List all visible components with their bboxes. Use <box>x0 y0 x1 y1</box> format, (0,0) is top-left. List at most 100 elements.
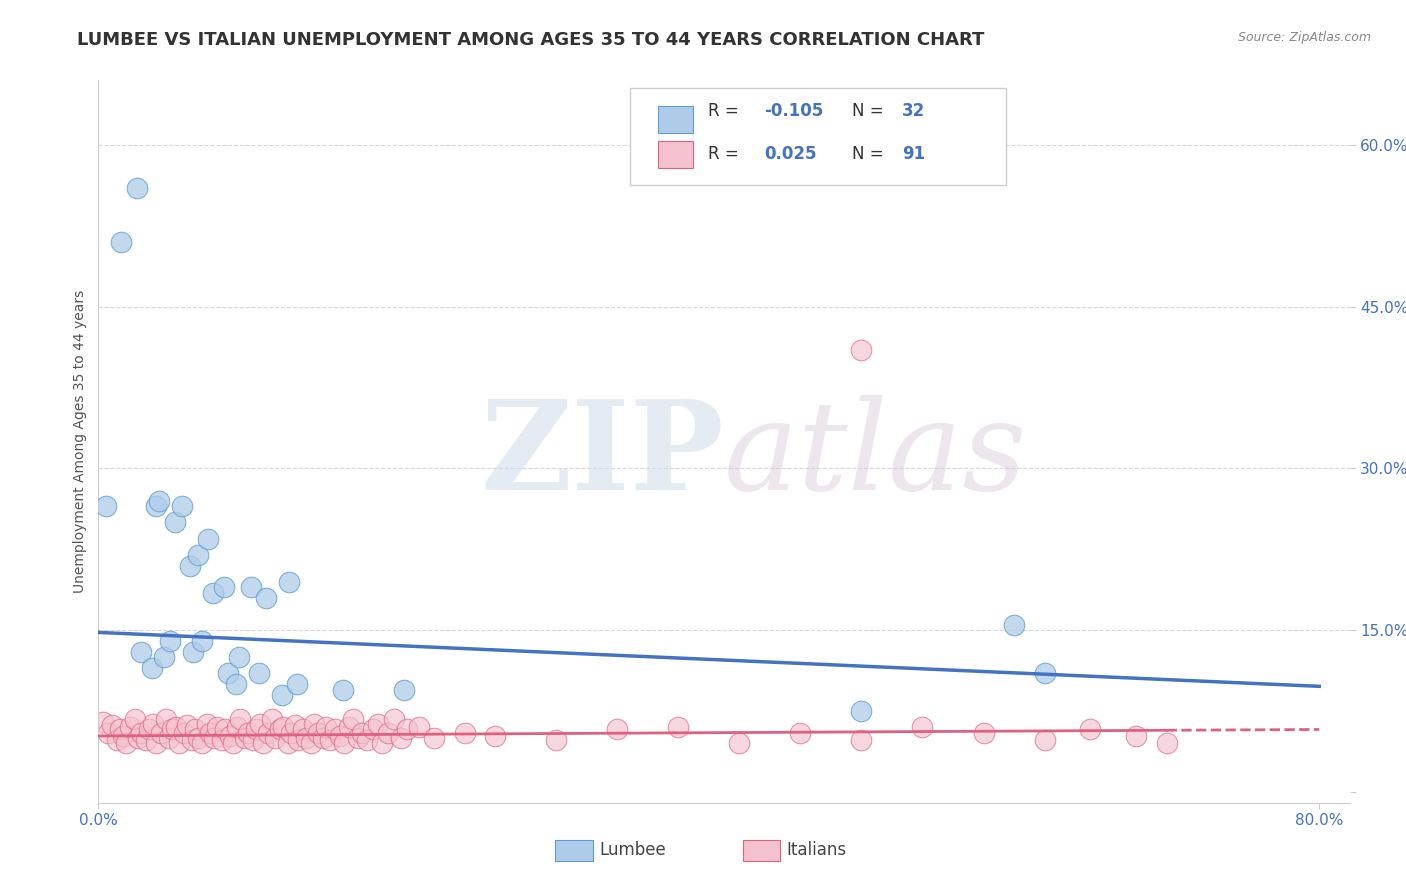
Point <box>284 718 307 732</box>
Point <box>176 718 198 732</box>
Point <box>389 731 412 745</box>
Text: R =: R = <box>707 145 744 163</box>
FancyBboxPatch shape <box>658 141 693 169</box>
Point <box>453 725 475 739</box>
Point <box>142 717 165 731</box>
Point <box>153 650 176 665</box>
Point <box>1156 737 1178 751</box>
Point <box>225 677 247 691</box>
FancyBboxPatch shape <box>630 87 1005 185</box>
Text: Italians: Italians <box>787 841 846 860</box>
Point <box>606 723 628 737</box>
Point <box>278 574 301 589</box>
Point <box>228 650 250 665</box>
Point <box>180 733 202 747</box>
Point <box>911 720 934 734</box>
Point <box>271 720 294 734</box>
Point <box>342 712 364 726</box>
Point <box>367 717 389 731</box>
Text: atlas: atlas <box>724 395 1028 516</box>
FancyBboxPatch shape <box>555 840 593 861</box>
Point <box>91 714 114 729</box>
Point <box>728 737 751 751</box>
Point <box>135 733 157 747</box>
Text: N =: N = <box>852 102 889 120</box>
Point <box>179 558 201 573</box>
Point <box>280 725 302 739</box>
Point <box>392 682 415 697</box>
Point <box>1125 729 1147 743</box>
Text: Source: ZipAtlas.com: Source: ZipAtlas.com <box>1237 31 1371 45</box>
Point <box>408 720 430 734</box>
Point <box>347 731 370 745</box>
Point <box>1033 666 1056 681</box>
Point <box>218 729 240 743</box>
Point <box>197 532 219 546</box>
Point <box>277 737 299 751</box>
Point <box>165 720 187 734</box>
Point <box>1033 733 1056 747</box>
Point <box>191 634 214 648</box>
Point <box>423 731 446 745</box>
Point <box>252 737 274 751</box>
Text: R =: R = <box>707 102 744 120</box>
Point <box>145 737 167 751</box>
Point <box>127 731 149 745</box>
Point <box>120 720 142 734</box>
Point <box>315 720 337 734</box>
Point <box>173 725 195 739</box>
Point <box>245 723 267 737</box>
Point <box>337 720 360 734</box>
Point <box>328 729 350 743</box>
Point <box>356 733 378 747</box>
Point <box>160 723 183 737</box>
Point <box>226 720 249 734</box>
Point <box>141 661 163 675</box>
Point <box>214 723 236 737</box>
Text: LUMBEE VS ITALIAN UNEMPLOYMENT AMONG AGES 35 TO 44 YEARS CORRELATION CHART: LUMBEE VS ITALIAN UNEMPLOYMENT AMONG AGE… <box>77 31 984 49</box>
Text: N =: N = <box>852 145 889 163</box>
Point <box>125 181 148 195</box>
Point <box>191 737 214 751</box>
Point <box>163 516 186 530</box>
Point <box>240 580 263 594</box>
Point <box>307 725 329 739</box>
Point <box>233 731 256 745</box>
Point <box>851 733 873 747</box>
Point <box>377 725 399 739</box>
Point <box>249 717 271 731</box>
Point <box>352 725 374 739</box>
Point <box>211 733 233 747</box>
Point <box>138 723 160 737</box>
Point <box>201 585 224 599</box>
Point <box>973 725 995 739</box>
Point <box>287 733 309 747</box>
Point <box>129 645 152 659</box>
Point <box>1078 723 1101 737</box>
Point <box>295 731 318 745</box>
Point <box>97 725 120 739</box>
Point <box>323 723 346 737</box>
Text: Lumbee: Lumbee <box>599 841 665 860</box>
Text: 91: 91 <box>901 145 925 163</box>
Point <box>384 712 406 726</box>
Point <box>247 666 270 681</box>
Point <box>484 729 506 743</box>
Point <box>111 729 134 743</box>
Point <box>254 591 277 605</box>
Point <box>851 343 873 357</box>
Text: -0.105: -0.105 <box>763 102 824 120</box>
Point <box>172 500 194 514</box>
Point <box>181 645 204 659</box>
Point <box>299 737 322 751</box>
Point <box>1002 618 1025 632</box>
Point <box>302 717 325 731</box>
Point <box>851 704 873 718</box>
Point <box>242 733 264 747</box>
Point <box>264 731 287 745</box>
Point <box>110 235 132 249</box>
Point <box>262 712 284 726</box>
Point <box>169 737 191 751</box>
Point <box>666 720 689 734</box>
Point <box>319 733 342 747</box>
